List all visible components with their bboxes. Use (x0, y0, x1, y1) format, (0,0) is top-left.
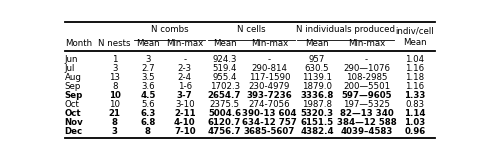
Text: N cells: N cells (237, 25, 265, 34)
Text: 1.16: 1.16 (405, 82, 424, 91)
Text: 519.4: 519.4 (212, 64, 237, 73)
Text: 3: 3 (145, 55, 150, 64)
Text: Oct: Oct (65, 100, 79, 109)
Text: Jun: Jun (65, 55, 78, 64)
Text: 3: 3 (112, 127, 118, 136)
Text: N individuals produced: N individuals produced (296, 25, 395, 34)
Text: 1.16: 1.16 (405, 64, 424, 73)
Text: Month: Month (65, 39, 92, 49)
Text: 290—1076: 290—1076 (343, 64, 390, 73)
Text: 6151.5: 6151.5 (300, 118, 334, 127)
Text: 3.5: 3.5 (141, 73, 155, 82)
Text: 200—5501: 200—5501 (343, 82, 390, 91)
Text: 5004.6: 5004.6 (208, 109, 241, 118)
Text: 6120.7: 6120.7 (208, 118, 241, 127)
Text: 2-3: 2-3 (178, 64, 192, 73)
Text: 3.6: 3.6 (141, 82, 155, 91)
Text: Oct: Oct (65, 109, 81, 118)
Text: Mean: Mean (213, 39, 236, 49)
Text: 0.96: 0.96 (404, 127, 425, 136)
Text: 955.4: 955.4 (212, 73, 237, 82)
Text: 3685-5607: 3685-5607 (244, 127, 295, 136)
Text: 5.6: 5.6 (141, 100, 155, 109)
Text: 1.04: 1.04 (405, 55, 424, 64)
Text: -: - (268, 55, 271, 64)
Text: Dec: Dec (65, 127, 83, 136)
Text: N nests: N nests (98, 39, 131, 49)
Text: 13: 13 (109, 73, 120, 82)
Text: Min-max: Min-max (348, 39, 385, 49)
Text: 630.5: 630.5 (305, 64, 329, 73)
Text: N combs: N combs (151, 25, 188, 34)
Text: 4-10: 4-10 (174, 118, 196, 127)
Text: indiv/cell
Mean: indiv/cell Mean (395, 27, 434, 47)
Text: 4756.7: 4756.7 (208, 127, 242, 136)
Text: 8: 8 (112, 118, 118, 127)
Text: 3-7: 3-7 (177, 91, 193, 100)
Text: 1.18: 1.18 (405, 73, 424, 82)
Text: 21: 21 (109, 109, 121, 118)
Text: Sep: Sep (65, 82, 81, 91)
Text: 4039–4583: 4039–4583 (340, 127, 393, 136)
Text: Aug: Aug (65, 73, 81, 82)
Text: 3-10: 3-10 (175, 100, 194, 109)
Text: 390-13 604: 390-13 604 (242, 109, 297, 118)
Text: 4.5: 4.5 (140, 91, 155, 100)
Text: 117-1590: 117-1590 (248, 73, 290, 82)
Text: 1.33: 1.33 (404, 91, 426, 100)
Text: 1.03: 1.03 (404, 118, 425, 127)
Text: Mean: Mean (305, 39, 329, 49)
Text: Jul: Jul (65, 64, 75, 73)
Text: 6.3: 6.3 (140, 109, 155, 118)
Text: 290-814: 290-814 (251, 64, 287, 73)
Text: 1702.3: 1702.3 (209, 82, 240, 91)
Text: 2375.5: 2375.5 (209, 100, 240, 109)
Text: 924.3: 924.3 (212, 55, 237, 64)
Text: 8: 8 (145, 127, 151, 136)
Text: 1.14: 1.14 (404, 109, 426, 118)
Text: 8: 8 (112, 82, 117, 91)
Text: 393-7236: 393-7236 (246, 91, 292, 100)
Text: 10: 10 (109, 100, 120, 109)
Text: 597—9605: 597—9605 (341, 91, 392, 100)
Text: 2-11: 2-11 (174, 109, 196, 118)
Text: Mean: Mean (136, 39, 160, 49)
Text: 0.83: 0.83 (405, 100, 424, 109)
Text: Min-max: Min-max (251, 39, 288, 49)
Text: 3336.8: 3336.8 (300, 91, 334, 100)
Text: 2654.7: 2654.7 (208, 91, 242, 100)
Text: 7-10: 7-10 (174, 127, 196, 136)
Text: 197—5325: 197—5325 (343, 100, 390, 109)
Text: 274-7056: 274-7056 (248, 100, 290, 109)
Text: 1139.1: 1139.1 (302, 73, 332, 82)
Text: 957: 957 (309, 55, 325, 64)
Text: 4382.4: 4382.4 (300, 127, 334, 136)
Text: 82—13 340: 82—13 340 (339, 109, 393, 118)
Text: 2.7: 2.7 (141, 64, 155, 73)
Text: 5320.3: 5320.3 (300, 109, 334, 118)
Text: 1987.8: 1987.8 (302, 100, 332, 109)
Text: 1879.0: 1879.0 (302, 82, 332, 91)
Text: 1: 1 (112, 55, 117, 64)
Text: 384—12 588: 384—12 588 (337, 118, 396, 127)
Text: 3: 3 (112, 64, 117, 73)
Text: Min-max: Min-max (166, 39, 204, 49)
Text: 634-12 757: 634-12 757 (242, 118, 297, 127)
Text: -: - (365, 55, 368, 64)
Text: 10: 10 (109, 91, 121, 100)
Text: 2-4: 2-4 (178, 73, 192, 82)
Text: Sep: Sep (65, 91, 83, 100)
Text: -: - (183, 55, 187, 64)
Text: 230-4979: 230-4979 (249, 82, 290, 91)
Text: 6.8: 6.8 (140, 118, 155, 127)
Text: Nov: Nov (65, 118, 83, 127)
Text: 108-2985: 108-2985 (346, 73, 387, 82)
Text: 1-6: 1-6 (178, 82, 192, 91)
